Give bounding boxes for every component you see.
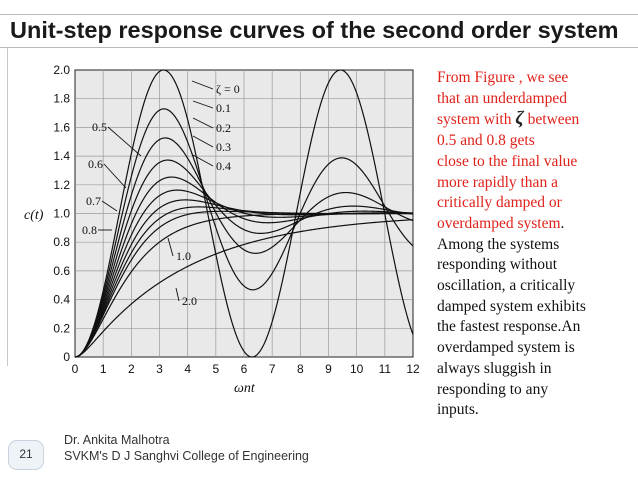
x-tick-label: 0: [72, 362, 79, 376]
response-curve: [74, 69, 414, 358]
response-curve: [74, 219, 414, 358]
response-curve: [74, 137, 414, 358]
text-line: overdamped system is: [437, 339, 575, 357]
curve-label: 0.7: [86, 194, 101, 208]
x-tick-label: 12: [406, 362, 420, 376]
x-tick-label: 10: [350, 362, 364, 376]
y-tick-labels: 0 0.2 0.4 0.6 0.8 1.0 1.2 1.4 1.6 1.8 2.0: [53, 63, 70, 364]
leader-line: [175, 287, 180, 302]
x-tick-label: 6: [241, 362, 248, 376]
response-curve: [74, 176, 414, 358]
curve-label: ζ = 0: [216, 82, 240, 96]
leader-line: [192, 154, 214, 167]
explanation-text: From Figure , we see that an underdamped…: [437, 68, 633, 421]
text-period: .: [560, 214, 565, 232]
x-axis-label: ωnt: [234, 381, 256, 396]
x-tick-labels: 0 1 2 3 4 5 6 7 8 9 10 11 12: [72, 362, 420, 376]
curve-label: 0.2: [216, 121, 231, 135]
slide-title: Unit-step response curves of the second …: [10, 17, 619, 43]
x-tick-label: 7: [269, 362, 276, 376]
x-tick-label: 3: [156, 362, 163, 376]
y-tick-label: 0.8: [53, 235, 70, 249]
response-curve: [74, 212, 413, 358]
x-tick-label: 4: [184, 362, 191, 376]
text-line: oscillation, a critically: [437, 277, 576, 295]
x-tick-label: 11: [379, 362, 392, 376]
curve-label: 1.0: [176, 249, 191, 263]
curve-label: 0.6: [88, 157, 103, 171]
leader-line: [192, 100, 214, 109]
curve-label: 0.1: [216, 101, 231, 115]
curve-label: 0.4: [216, 159, 231, 173]
footer-author: Dr. Ankita Malhotra: [64, 433, 170, 447]
leader-line: [103, 163, 127, 189]
page-number: 21: [19, 447, 33, 461]
left-divider: [7, 48, 8, 366]
y-tick-label: 0.6: [53, 264, 70, 278]
text-line: From Figure , we see: [437, 69, 569, 86]
curve-label: 0.3: [216, 140, 231, 154]
slide-footer: Dr. Ankita Malhotra SVKM's D J Sanghvi C…: [64, 432, 309, 464]
y-tick-label: 0.2: [53, 321, 70, 335]
leader-line: [192, 117, 214, 129]
text-line: that an underdamped: [437, 89, 567, 107]
title-bar: Unit-step response curves of the second …: [0, 14, 638, 48]
leader-line: [191, 80, 214, 90]
footer-college: SVKM's D J Sanghvi College of Engineerin…: [64, 449, 309, 463]
text-line: inputs.: [437, 401, 479, 419]
y-tick-label: 1.6: [53, 120, 70, 134]
y-tick-label: 1.0: [53, 207, 70, 221]
y-tick-label: 0.4: [53, 293, 70, 307]
y-tick-label: 1.4: [53, 149, 70, 163]
leader-line: [192, 135, 214, 148]
leader-line: [107, 126, 142, 157]
text-line: always sluggish in: [437, 359, 552, 377]
page-number-badge: 21: [8, 440, 44, 470]
text-line: 0.5 and 0.8 gets: [437, 132, 535, 150]
text-line: Among the systems: [437, 235, 560, 253]
text-line: the fastest response.An: [437, 318, 581, 336]
text-line: responding to any: [437, 380, 549, 398]
response-curve: [74, 159, 414, 358]
x-tick-label: 2: [128, 362, 135, 376]
x-tick-label: 1: [100, 362, 107, 376]
text-line: damped system exhibits: [437, 297, 586, 315]
text-line: overdamped system: [437, 214, 561, 232]
y-tick-label: 2.0: [53, 63, 70, 77]
text-line: responding without: [437, 256, 558, 274]
zeta-symbol: ζ: [515, 108, 524, 130]
response-curves: [74, 69, 414, 358]
y-tick-label: 1.2: [53, 178, 70, 192]
x-tick-label: 8: [297, 362, 304, 376]
curve-label: 0.8: [82, 223, 97, 237]
text-line: system with: [437, 111, 512, 129]
curve-label: 0.5: [92, 120, 107, 134]
leader-line: [101, 200, 118, 212]
curve-annotations: ζ = 0 0.5 0.6 0.7 0.8 1.0 2.0 0.1 0.2 0.3 0.4: [82, 80, 240, 308]
x-tick-label: 5: [212, 362, 219, 376]
text-line: critically damped or: [437, 194, 562, 212]
y-tick-label: 1.8: [53, 92, 70, 106]
leader-line: [167, 237, 174, 257]
y-axis-label: c(t): [24, 208, 44, 223]
y-tick-label: 0: [63, 350, 70, 364]
text-line: more rapidly than a: [437, 173, 558, 191]
curve-label: 2.0: [182, 294, 197, 308]
text-line: between: [527, 111, 580, 129]
x-tick-label: 9: [325, 362, 332, 376]
text-line: close to the final value: [437, 152, 578, 170]
response-curve: [74, 108, 414, 358]
